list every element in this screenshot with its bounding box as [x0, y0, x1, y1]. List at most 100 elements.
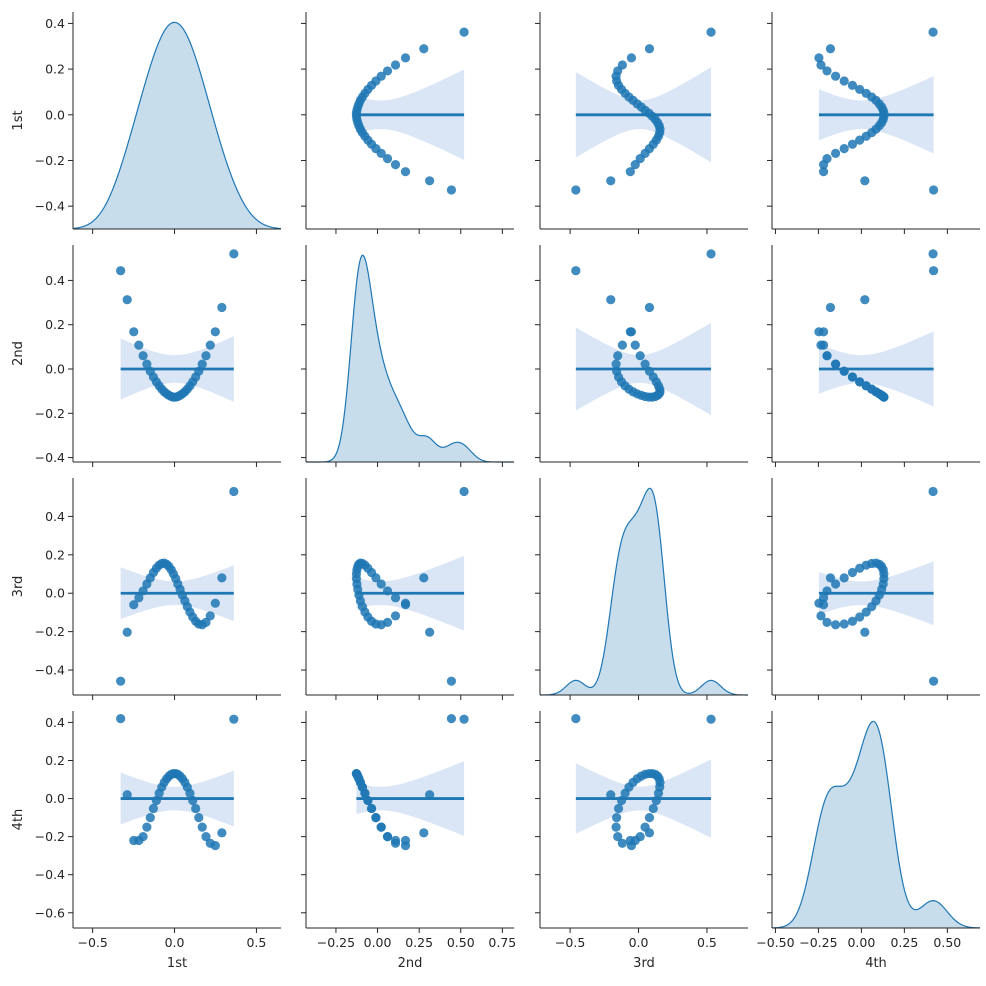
- scatter-point: [217, 573, 227, 583]
- scatter-point: [825, 573, 836, 583]
- subplot-3rd-vs-2nd: [301, 478, 514, 700]
- scatter-point: [419, 44, 429, 54]
- scatter-point: [839, 573, 849, 583]
- kde-line-1st: [72, 21, 282, 230]
- scatter-point: [400, 835, 411, 846]
- scatter-point: [116, 266, 126, 276]
- x-tick-label: 0.00: [364, 935, 392, 950]
- subplot-3rd-vs-1st: −0.4 −0.2 0.0 0.2 0.4 3rd: [11, 478, 281, 700]
- scatter-point: [400, 167, 411, 177]
- scatter-point: [376, 148, 386, 158]
- y-tick-label: 0.2: [45, 753, 65, 768]
- kde-fill-4th: [772, 721, 980, 928]
- scatter-point: [818, 159, 829, 170]
- scatter-point: [194, 813, 204, 823]
- scatter-point: [626, 53, 637, 63]
- scatter-point: [831, 579, 841, 589]
- x-tick-label: 0.25: [890, 935, 918, 950]
- subplot-1st-vs-1st: −0.4 −0.2 0.0 0.2 0.4 1st: [11, 12, 282, 234]
- scatter-point: [382, 154, 393, 164]
- scatter-point: [928, 249, 938, 259]
- scatter-point: [612, 813, 622, 823]
- x-axis-label: 4th: [865, 956, 887, 971]
- scatter-point: [855, 612, 865, 622]
- x-tick-label: 0.5: [697, 935, 717, 950]
- x-axis-label: 2nd: [398, 956, 423, 971]
- subplot-4th-vs-2nd: −0.25 0.00 0.25 0.50 0.75 2nd: [301, 711, 516, 971]
- y-tick-label: 0.2: [45, 62, 65, 77]
- scatter-point: [459, 714, 469, 724]
- scatter-point: [706, 27, 716, 37]
- scatter-point: [818, 340, 829, 350]
- scatter-point: [366, 803, 377, 814]
- scatter-point: [822, 617, 832, 628]
- scatter-point: [818, 327, 829, 337]
- scatter-point: [816, 611, 826, 621]
- scatter-point: [371, 813, 381, 823]
- x-tick-label: 0.50: [933, 935, 961, 950]
- scatter-point: [205, 611, 215, 621]
- scatter-point: [825, 44, 836, 54]
- scatter-point: [606, 176, 616, 186]
- scatter-point: [611, 359, 621, 369]
- scatter-point: [129, 835, 139, 846]
- scatter-point: [818, 600, 829, 610]
- scatter-point: [148, 803, 159, 814]
- scatter-point: [571, 266, 581, 276]
- scatter-point: [400, 53, 411, 63]
- scatter-point: [611, 822, 621, 832]
- x-tick-label: −0.5: [555, 935, 585, 950]
- scatter-point: [625, 835, 635, 846]
- scatter-point: [644, 44, 655, 54]
- scatter-point: [831, 71, 841, 81]
- scatter-point: [360, 788, 370, 798]
- scatter-point: [129, 327, 139, 337]
- y-tick-label: 0.4: [45, 715, 65, 730]
- y-tick-label: 0.2: [45, 547, 65, 562]
- scatter-point: [459, 27, 469, 37]
- scatter-point: [613, 351, 623, 361]
- x-axis-label: 3rd: [633, 956, 655, 971]
- scatter-point: [644, 813, 655, 823]
- scatter-point: [197, 359, 207, 369]
- subplot-4th-vs-4th: −0.50 −0.25 0.00 0.25 0.50 4th: [756, 711, 981, 971]
- scatter-point: [640, 359, 650, 369]
- y-axis-label: 2nd: [11, 341, 26, 366]
- scatter-point: [425, 790, 435, 800]
- y-tick-label: −0.4: [35, 867, 65, 882]
- x-tick-label: 0.50: [447, 935, 475, 950]
- x-tick-label: 0.5: [246, 935, 266, 950]
- scatter-point: [571, 185, 581, 195]
- kde-line-2nd: [306, 254, 514, 463]
- y-axis-label: 1st: [11, 110, 26, 130]
- scatter-point: [825, 302, 836, 313]
- subplot-2nd-vs-2nd: [301, 245, 514, 467]
- x-tick-label: 0.00: [847, 935, 875, 950]
- scatter-point: [653, 788, 664, 798]
- y-tick-label: 0.4: [45, 509, 65, 524]
- scatter-point: [928, 266, 939, 276]
- kde-fill-3rd: [540, 488, 748, 695]
- scatter-point: [847, 139, 858, 149]
- scatter-point: [847, 567, 858, 578]
- scatter-point: [630, 340, 640, 350]
- scatter-point: [459, 486, 469, 497]
- scatter-point: [630, 159, 640, 170]
- subplot-1st-vs-3rd: [535, 12, 748, 234]
- scatter-point: [217, 828, 227, 838]
- scatter-point: [210, 598, 220, 608]
- scatter-point: [446, 676, 457, 686]
- scatter-point: [419, 573, 429, 583]
- x-tick-label: −0.50: [756, 935, 794, 950]
- scatter-point: [860, 295, 870, 305]
- scatter-point: [210, 327, 220, 337]
- scatter-point: [122, 295, 132, 305]
- subplot-3rd-vs-4th: [767, 478, 980, 700]
- y-tick-label: 0.0: [45, 362, 65, 377]
- scatter-point: [142, 822, 152, 832]
- scatter-point: [625, 327, 635, 337]
- scatter-point: [201, 832, 211, 842]
- subplot-4th-vs-1st: −0.6 −0.4 −0.2 0.0 0.2 0.4 −0.5 0.0 0.5 4th 1st: [11, 711, 281, 971]
- scatter-point: [928, 27, 938, 37]
- subplot-2nd-vs-4th: [767, 245, 980, 467]
